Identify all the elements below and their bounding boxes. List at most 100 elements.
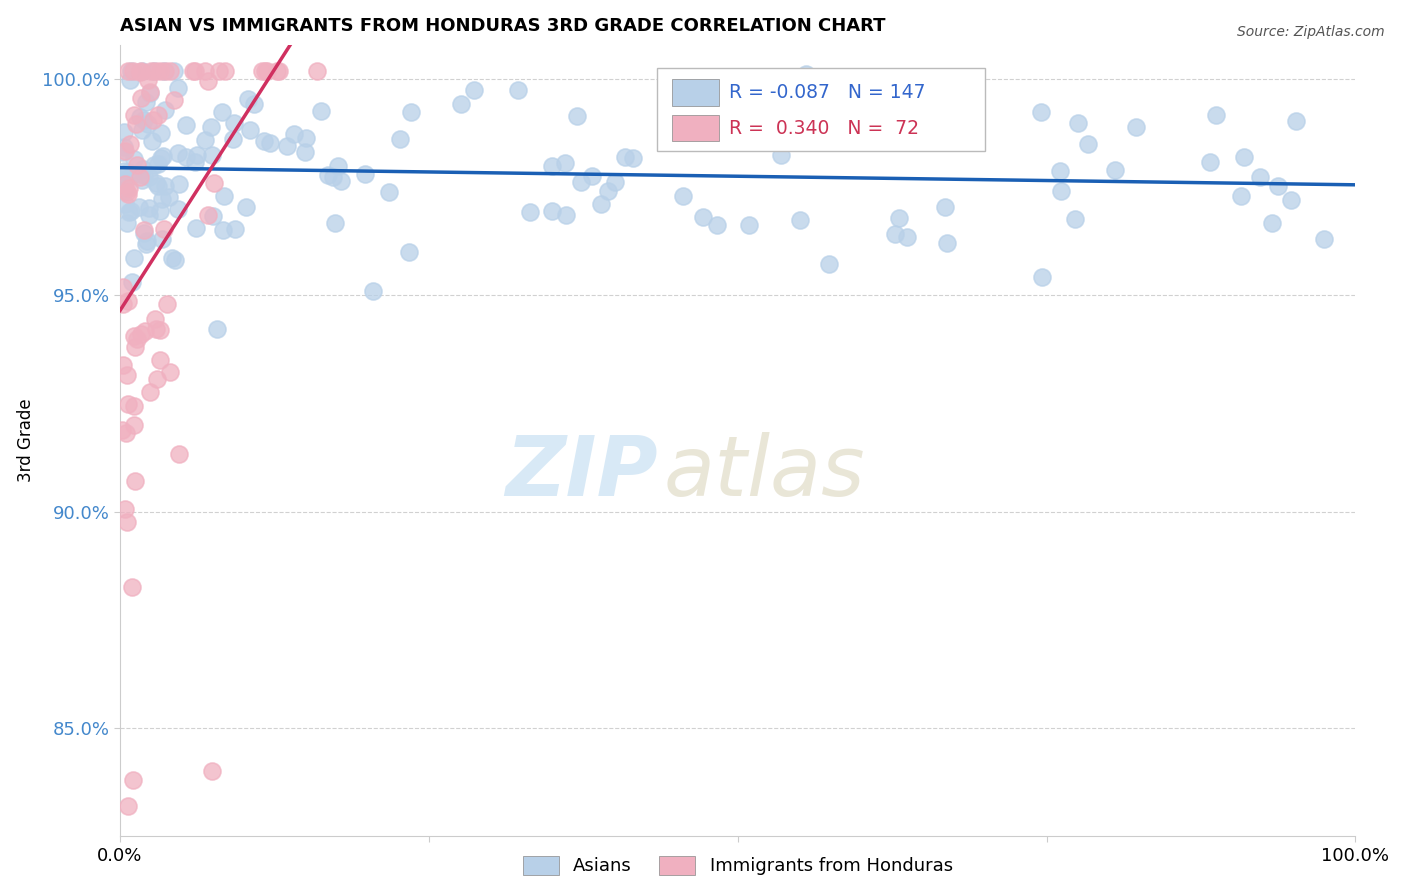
Point — [200, 120, 222, 135]
Point — [361, 284, 384, 298]
Point — [201, 764, 224, 779]
Point — [450, 97, 472, 112]
Point — [555, 208, 578, 222]
Point — [212, 223, 235, 237]
Point — [184, 154, 207, 169]
Point — [132, 113, 155, 128]
Point — [1313, 232, 1336, 246]
Point — [142, 158, 165, 172]
Point — [139, 384, 162, 399]
Point — [115, 216, 138, 230]
Point — [202, 209, 225, 223]
Point — [253, 134, 276, 148]
Point — [152, 222, 174, 236]
Point — [112, 164, 135, 178]
Point — [506, 83, 529, 97]
Point — [165, 252, 187, 267]
Point — [463, 83, 485, 97]
Point — [1067, 116, 1090, 130]
Point — [114, 183, 136, 197]
Point — [129, 90, 152, 104]
Point — [398, 245, 420, 260]
Point — [136, 73, 159, 87]
Point — [817, 257, 839, 271]
Point — [114, 501, 136, 516]
Point — [197, 208, 219, 222]
Point — [1205, 108, 1227, 122]
Point — [148, 352, 170, 367]
Point — [204, 176, 226, 190]
Point — [129, 63, 152, 78]
Point — [138, 208, 160, 222]
Point — [706, 219, 728, 233]
Text: ASIAN VS IMMIGRANTS FROM HONDURAS 3RD GRADE CORRELATION CHART: ASIAN VS IMMIGRANTS FROM HONDURAS 3RD GR… — [120, 17, 886, 35]
Point — [131, 63, 153, 78]
Point — [554, 155, 576, 169]
Point — [329, 174, 352, 188]
Point — [283, 127, 305, 141]
Point — [135, 236, 157, 251]
Point — [143, 63, 166, 78]
Text: R =  0.340   N =  72: R = 0.340 N = 72 — [730, 119, 920, 138]
Point — [150, 192, 173, 206]
Point — [131, 123, 153, 137]
Point — [117, 187, 139, 202]
Point — [1077, 136, 1099, 151]
Point — [596, 184, 619, 198]
Point — [149, 323, 172, 337]
Point — [121, 275, 143, 289]
Point — [139, 86, 162, 100]
Point — [124, 251, 146, 265]
Point — [925, 117, 948, 131]
Point — [138, 170, 160, 185]
Point — [1279, 193, 1302, 207]
Point — [121, 63, 143, 78]
Point — [128, 65, 150, 79]
Point — [194, 63, 217, 78]
Point — [603, 175, 626, 189]
Point — [1249, 170, 1271, 185]
Point — [121, 580, 143, 594]
Point — [1049, 164, 1071, 178]
Point — [146, 178, 169, 193]
Point — [167, 145, 190, 160]
Point — [1064, 212, 1087, 227]
Point — [136, 118, 159, 132]
Y-axis label: 3rd Grade: 3rd Grade — [17, 399, 35, 483]
Point — [129, 169, 152, 184]
Point — [139, 63, 162, 78]
Point — [153, 179, 176, 194]
Point — [118, 204, 141, 219]
Point — [120, 73, 142, 87]
Point — [201, 147, 224, 161]
Point — [569, 175, 592, 189]
Point — [117, 63, 139, 78]
Point — [111, 280, 134, 294]
Point — [1199, 154, 1222, 169]
Point — [112, 183, 135, 197]
Point — [114, 145, 136, 159]
Point — [252, 63, 274, 78]
Legend: Asians, Immigrants from Honduras: Asians, Immigrants from Honduras — [516, 849, 960, 883]
Text: ZIP: ZIP — [505, 432, 658, 513]
Point — [238, 92, 260, 106]
Point — [150, 232, 173, 246]
Point — [235, 200, 257, 214]
Point — [186, 221, 208, 235]
Point — [794, 67, 817, 81]
Point — [243, 96, 266, 111]
Point — [111, 423, 134, 437]
Point — [131, 173, 153, 187]
Point — [149, 204, 172, 219]
Point — [183, 63, 205, 78]
Point — [378, 185, 401, 199]
Point — [149, 63, 172, 78]
Point — [145, 322, 167, 336]
Point — [117, 165, 139, 179]
Point — [266, 63, 288, 78]
Point — [152, 63, 174, 78]
Point — [186, 148, 208, 162]
Point — [789, 212, 811, 227]
Point — [671, 189, 693, 203]
Point — [399, 104, 422, 119]
